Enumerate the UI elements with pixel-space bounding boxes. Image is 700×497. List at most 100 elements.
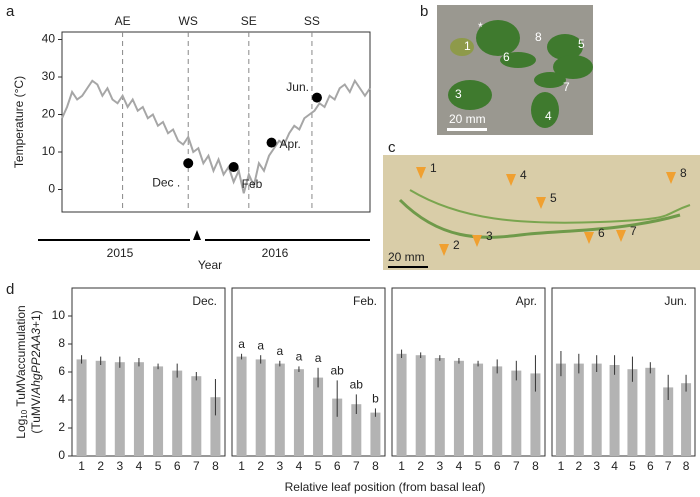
bar <box>511 370 522 456</box>
plot-frame <box>551 287 696 457</box>
leaf-label: 2 <box>607 59 614 73</box>
x-tick-label: 7 <box>193 459 200 473</box>
plant <box>448 20 593 128</box>
leaf-label: 7 <box>563 80 570 94</box>
x-tick-label: 5 <box>315 459 322 473</box>
bar <box>681 383 692 456</box>
panel-letter: c <box>388 139 396 156</box>
leaf-label: 5 <box>578 37 585 51</box>
y-tick-label: 0 <box>58 448 65 462</box>
stem <box>398 198 681 239</box>
scale-bar <box>447 128 487 131</box>
x-tick-label: 5 <box>155 459 162 473</box>
x-tick-label: 2 <box>575 459 582 473</box>
bar <box>609 365 620 456</box>
x-tick-label: 2 <box>97 459 104 473</box>
arrowhead <box>416 167 426 179</box>
leaf-label: 6 <box>503 50 510 64</box>
ylabel-part: (TuMV/ <box>29 394 43 434</box>
significance-letter: b <box>372 392 379 406</box>
arrowhead <box>536 197 546 209</box>
bar <box>293 369 304 456</box>
x-tick-label: 6 <box>334 459 341 473</box>
y-tick-label: 30 <box>42 69 56 83</box>
season-label: SS <box>304 14 320 28</box>
leaf-label: * <box>478 20 483 34</box>
plot-frame <box>71 287 226 457</box>
plot-frame <box>391 287 546 457</box>
bar <box>351 404 362 456</box>
x-tick-label: 2 <box>417 459 424 473</box>
season-label: AE <box>115 14 131 28</box>
y-tick-label: 2 <box>58 420 65 434</box>
x-tick-label: 3 <box>593 459 600 473</box>
plot-frame <box>231 287 386 457</box>
x-axis-label: Year <box>198 258 222 272</box>
leaf-label: 4 <box>545 109 552 123</box>
ylabel-part: AhgPP2AA3 <box>29 328 43 396</box>
bar <box>191 376 202 456</box>
significance-letter: a <box>238 337 245 351</box>
x-tick-label: 1 <box>558 459 565 473</box>
arrowhead <box>439 244 449 256</box>
bar <box>332 398 343 456</box>
significance-letter: ab <box>350 378 364 392</box>
arrowhead <box>616 230 626 242</box>
bar <box>530 373 541 456</box>
bar <box>627 369 638 456</box>
ylabel-part: TuMVaccumulation <box>14 305 28 410</box>
x-tick-label: 7 <box>353 459 360 473</box>
year-marker <box>193 230 201 240</box>
leaf-label: 5 <box>550 191 557 205</box>
arrowhead <box>506 174 516 186</box>
panel-letter: a <box>6 3 15 20</box>
y-axis-label: Temperature (°C) <box>12 76 26 168</box>
scale-bar <box>388 266 428 268</box>
sample-point <box>266 137 277 148</box>
bar <box>255 359 266 456</box>
y-tick-label: 20 <box>42 107 56 121</box>
panel-title: Dec. <box>192 294 217 308</box>
leaf-label: 2 <box>453 238 460 252</box>
sample-label: Jun. <box>286 80 309 94</box>
panel-title: Feb. <box>353 294 377 308</box>
panel-letter: d <box>6 281 14 298</box>
y-tick-label: 10 <box>42 144 56 158</box>
significance-letter: a <box>257 338 264 352</box>
x-tick-label: 1 <box>238 459 245 473</box>
x-axis-label: Relative leaf position (from basal leaf) <box>285 480 486 494</box>
x-tick-label: 5 <box>475 459 482 473</box>
x-tick-label: 6 <box>647 459 654 473</box>
y-tick-label: 40 <box>42 32 56 46</box>
sample-label: Apr. <box>280 137 301 151</box>
y-tick-label: 4 <box>58 392 65 406</box>
sample-point <box>228 162 239 172</box>
bar <box>555 363 566 456</box>
bar <box>153 366 164 456</box>
significance-letter: a <box>315 351 322 365</box>
bar <box>76 359 87 456</box>
ylabel-sub: 10 <box>20 409 29 418</box>
bar <box>313 377 324 456</box>
season-label: WS <box>179 14 198 28</box>
leaf-label: 3 <box>455 87 462 101</box>
y-tick-label: 6 <box>58 364 65 378</box>
x-tick-label: 1 <box>78 459 85 473</box>
leaf-label: 8 <box>535 30 542 44</box>
bar <box>415 355 426 456</box>
x-tick-label: 8 <box>372 459 379 473</box>
significance-letter: ab <box>331 364 345 378</box>
y-axis-label: Log10 TuMVaccumulation <box>14 305 29 438</box>
bar <box>573 363 584 456</box>
bar <box>645 367 656 456</box>
sample-label: Dec . <box>152 175 180 189</box>
x-tick-label: 4 <box>456 459 463 473</box>
x-tick-label: 8 <box>532 459 539 473</box>
bar <box>434 358 445 456</box>
x-tick-label: 7 <box>513 459 520 473</box>
panel-title: Jun. <box>664 294 687 308</box>
bar <box>114 362 125 456</box>
arrowhead <box>584 232 594 244</box>
temperature-line <box>61 78 371 194</box>
